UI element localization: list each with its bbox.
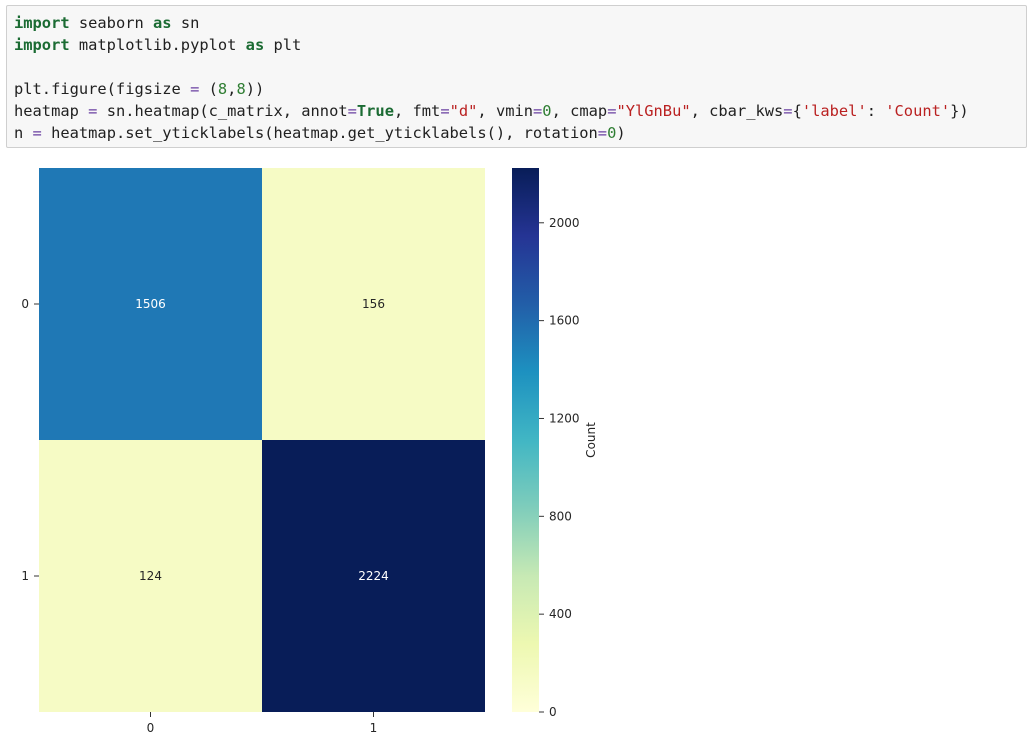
colorbar-tick-label: 1200 xyxy=(549,411,580,425)
code-token: 8 xyxy=(236,80,246,98)
code-token: as xyxy=(245,36,265,54)
y-tick-label: 0 xyxy=(21,297,29,311)
code-token: = xyxy=(607,102,617,120)
code-token: "d" xyxy=(449,102,478,120)
colorbar-tick-label: 2000 xyxy=(549,216,580,230)
code-token: )) xyxy=(245,80,265,98)
code-token: "YlGnBu" xyxy=(616,102,691,120)
heatmap-cell xyxy=(262,440,485,712)
code-editor[interactable]: import seaborn as sn import matplotlib.py… xyxy=(14,12,1019,144)
cell-annotation: 156 xyxy=(362,297,385,311)
code-line: import seaborn as sn xyxy=(14,12,1019,34)
heatmap-cell xyxy=(262,168,485,440)
code-token: sn.heatmap(c_matrix, annot xyxy=(97,102,348,120)
code-token: = xyxy=(32,124,42,142)
heatmap-cell xyxy=(39,168,262,440)
code-line: import matplotlib.pyplot as plt xyxy=(14,34,1019,56)
code-token: 'Count' xyxy=(885,102,951,120)
code-token: { xyxy=(792,102,802,120)
heatmap-svg: 1506 156 124 2224 0 1 0 1 0 400 800 1200 1600 2000 Cou… xyxy=(21,168,598,735)
colorbar-tick-label: 0 xyxy=(549,705,557,719)
code-token: plt.figure(figsize xyxy=(14,80,191,98)
code-token: 8 xyxy=(217,80,228,98)
code-token: = xyxy=(533,102,543,120)
code-token: , xyxy=(227,80,237,98)
code-token: = xyxy=(190,80,200,98)
code-token: = xyxy=(783,102,793,120)
code-token: 0 xyxy=(607,124,617,142)
code-token: }) xyxy=(950,102,969,120)
code-token: n xyxy=(14,124,33,142)
code-token: ) xyxy=(616,124,626,142)
code-token: 0 xyxy=(542,102,552,120)
code-token: True xyxy=(356,102,394,120)
code-token: = xyxy=(347,102,357,120)
code-token: 'label' xyxy=(801,102,867,120)
code-token: , fmt xyxy=(393,102,441,120)
colorbar-tick-label: 1600 xyxy=(549,314,580,328)
code-line xyxy=(14,56,1019,78)
x-tick-label: 1 xyxy=(370,721,378,735)
code-token: , vmin xyxy=(477,102,534,120)
code-token: : xyxy=(866,102,886,120)
code-token: as xyxy=(153,14,172,32)
x-tick-label: 0 xyxy=(147,721,155,735)
code-token: matplotlib.pyplot xyxy=(69,36,246,54)
code-token: sn xyxy=(171,14,200,32)
code-line: n = heatmap.set_yticklabels(heatmap.get_… xyxy=(14,122,1019,144)
code-token: ( xyxy=(199,80,218,98)
code-token: , cbar_kws xyxy=(690,102,784,120)
code-line: plt.figure(figsize = (8,8)) xyxy=(14,78,1019,100)
heatmap-cell xyxy=(39,440,262,712)
code-token: seaborn xyxy=(69,14,154,32)
code-token: heatmap.set_yticklabels(heatmap.get_ytic… xyxy=(41,124,598,142)
cell-annotation: 2224 xyxy=(358,569,389,583)
code-token: import xyxy=(14,14,70,32)
cell-output: 1506 156 124 2224 0 1 0 1 0 400 800 1200 1600 2000 Cou… xyxy=(0,160,1033,744)
colorbar-tick-label: 800 xyxy=(549,509,572,523)
code-cell[interactable]: import seaborn as sn import matplotlib.py… xyxy=(6,5,1027,148)
colorbar-tick-label: 400 xyxy=(549,607,572,621)
colorbar-label: Count xyxy=(584,422,598,458)
code-token: plt xyxy=(264,36,302,54)
code-token: = xyxy=(88,102,98,120)
code-token: heatmap xyxy=(14,102,89,120)
code-token: import xyxy=(14,36,70,54)
code-token: = xyxy=(597,124,608,142)
cell-annotation: 124 xyxy=(139,569,162,583)
cell-annotation: 1506 xyxy=(135,297,166,311)
code-token: = xyxy=(440,102,450,120)
code-token: , cmap xyxy=(551,102,608,120)
code-line: heatmap = sn.heatmap(c_matrix, annot=Tru… xyxy=(14,100,1019,122)
colorbar xyxy=(512,168,539,712)
y-tick-label: 1 xyxy=(21,569,29,583)
